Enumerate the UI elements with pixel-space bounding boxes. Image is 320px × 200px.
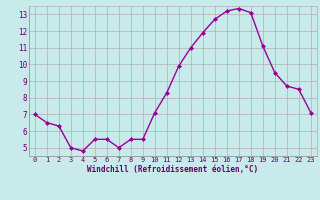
X-axis label: Windchill (Refroidissement éolien,°C): Windchill (Refroidissement éolien,°C) xyxy=(87,165,258,174)
